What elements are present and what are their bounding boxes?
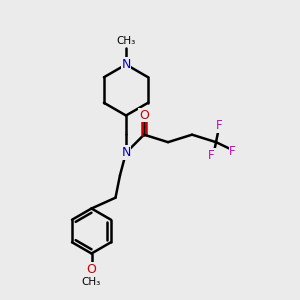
Text: O: O <box>139 109 149 122</box>
Text: N: N <box>121 146 131 159</box>
Text: O: O <box>87 262 96 276</box>
Text: F: F <box>208 149 215 162</box>
Text: F: F <box>229 145 236 158</box>
Text: N: N <box>121 58 131 71</box>
Text: CH₃: CH₃ <box>82 277 101 287</box>
Text: F: F <box>216 119 222 132</box>
Text: CH₃: CH₃ <box>116 36 136 46</box>
